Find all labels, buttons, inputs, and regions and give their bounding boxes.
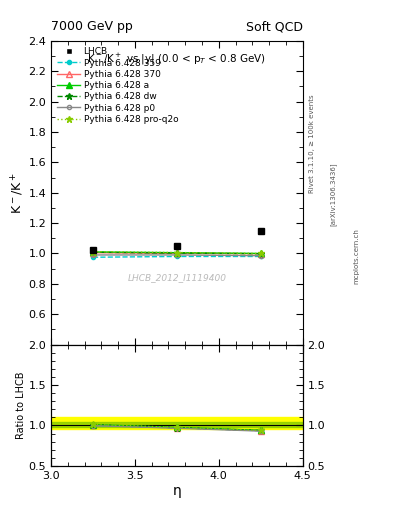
Text: LHCB_2012_I1119400: LHCB_2012_I1119400	[127, 273, 226, 282]
Text: Soft QCD: Soft QCD	[246, 20, 303, 33]
Text: 7000 GeV pp: 7000 GeV pp	[51, 20, 133, 33]
Line: Pythia 6.428 dw: Pythia 6.428 dw	[90, 249, 264, 257]
Pythia 6.428 p0	[258, 252, 263, 259]
Pythia 6.428 359	[174, 253, 179, 260]
Pythia 6.428 p0	[174, 252, 179, 258]
Text: Rivet 3.1.10, ≥ 100k events: Rivet 3.1.10, ≥ 100k events	[309, 94, 314, 193]
Line: Pythia 6.428 p0: Pythia 6.428 p0	[91, 253, 263, 258]
Pythia 6.428 dw	[174, 250, 179, 256]
LHCB	[258, 228, 263, 234]
Y-axis label: Ratio to LHCB: Ratio to LHCB	[16, 372, 26, 439]
Pythia 6.428 370	[174, 250, 179, 257]
Pythia 6.428 370	[91, 250, 95, 256]
LHCB	[91, 247, 95, 253]
Pythia 6.428 359	[91, 254, 95, 260]
Pythia 6.428 pro-q2o	[258, 250, 263, 257]
Pythia 6.428 370	[258, 251, 263, 257]
Text: [arXiv:1306.3436]: [arXiv:1306.3436]	[330, 163, 337, 226]
Pythia 6.428 dw	[91, 249, 95, 255]
Pythia 6.428 a	[91, 249, 95, 255]
Line: Pythia 6.428 370: Pythia 6.428 370	[90, 250, 263, 257]
Pythia 6.428 359	[258, 253, 263, 260]
Pythia 6.428 dw	[258, 251, 263, 257]
Pythia 6.428 pro-q2o	[91, 248, 95, 254]
Line: LHCB: LHCB	[90, 227, 264, 254]
Line: Pythia 6.428 359: Pythia 6.428 359	[91, 254, 263, 259]
LHCB	[174, 243, 179, 249]
Bar	[51, 422, 303, 428]
Text: K$^-$/K$^+$ vs |y| (0.0 < p$_T$ < 0.8 GeV): K$^-$/K$^+$ vs |y| (0.0 < p$_T$ < 0.8 Ge…	[87, 52, 266, 67]
Line: Pythia 6.428 pro-q2o: Pythia 6.428 pro-q2o	[90, 248, 264, 257]
Line: Pythia 6.428 a: Pythia 6.428 a	[90, 249, 263, 256]
Text: mcplots.cern.ch: mcplots.cern.ch	[354, 228, 360, 284]
Bar	[51, 417, 303, 430]
X-axis label: η: η	[173, 483, 181, 498]
Pythia 6.428 a	[258, 250, 263, 257]
Y-axis label: K$^-$/K$^+$: K$^-$/K$^+$	[9, 172, 26, 214]
Pythia 6.428 p0	[91, 252, 95, 258]
Pythia 6.428 pro-q2o	[174, 249, 179, 255]
Pythia 6.428 a	[174, 250, 179, 256]
Legend: LHCB, Pythia 6.428 359, Pythia 6.428 370, Pythia 6.428 a, Pythia 6.428 dw, Pythi: LHCB, Pythia 6.428 359, Pythia 6.428 370…	[54, 44, 182, 127]
